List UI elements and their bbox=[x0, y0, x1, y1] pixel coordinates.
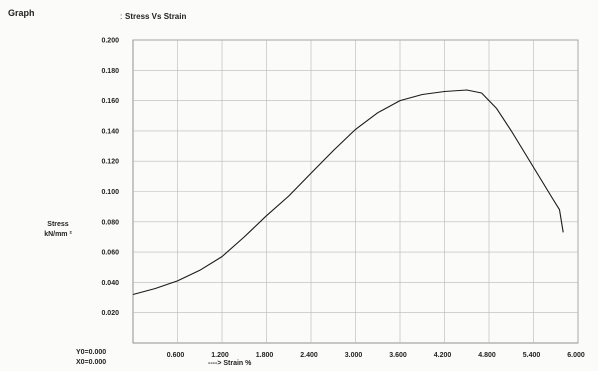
y-tick-label: 0.140 bbox=[101, 128, 119, 135]
x-tick-label: 4.200 bbox=[434, 352, 452, 359]
y-tick-label: 0.040 bbox=[101, 280, 119, 287]
y-tick-label: 0.020 bbox=[101, 310, 119, 317]
x-tick-label: 3.600 bbox=[389, 352, 407, 359]
y-tick-label: 0.120 bbox=[101, 159, 119, 166]
x-tick-label: 6.000 bbox=[567, 352, 585, 359]
x-tick-label: 4.800 bbox=[478, 352, 496, 359]
y-tick-label: 0.100 bbox=[101, 189, 119, 196]
y-axis-label-line-2: kN/mm ² bbox=[44, 231, 72, 238]
x-tick-label: 3.000 bbox=[345, 352, 363, 359]
y-origin-label: Y0=0.000 bbox=[76, 349, 107, 356]
stress-strain-line bbox=[132, 89, 564, 296]
chart-title: Stress Vs Strain bbox=[125, 12, 187, 21]
title-colon: : bbox=[120, 12, 123, 21]
y-tick-label: 0.200 bbox=[101, 38, 119, 45]
x-origin-label: X0=0.000 bbox=[76, 359, 107, 366]
y-tick-label: 0.160 bbox=[101, 98, 119, 105]
chart-tick-labels: 0.020 0.040 0.060 0.080 0.100 0.120 0.140 0.160… bbox=[101, 38, 584, 360]
graph-label: Graph bbox=[8, 8, 35, 18]
x-tick-label: 0.600 bbox=[167, 352, 185, 359]
x-tick-label: 1.200 bbox=[211, 352, 229, 359]
chart-series bbox=[132, 89, 564, 296]
x-tick-label: 1.800 bbox=[256, 352, 274, 359]
chart-grid bbox=[132, 39, 579, 344]
x-tick-label: 2.400 bbox=[300, 352, 318, 359]
x-tick-label: 5.400 bbox=[523, 352, 541, 359]
y-axis-label-line-1: Stress bbox=[47, 221, 69, 228]
y-axis-label: Stress kN/mm ² bbox=[38, 220, 78, 240]
y-tick-label: 0.060 bbox=[101, 250, 119, 257]
y-tick-label: 0.080 bbox=[101, 219, 119, 226]
x-axis-label: ----> Strain % bbox=[208, 360, 252, 367]
y-tick-label: 0.180 bbox=[101, 68, 119, 75]
